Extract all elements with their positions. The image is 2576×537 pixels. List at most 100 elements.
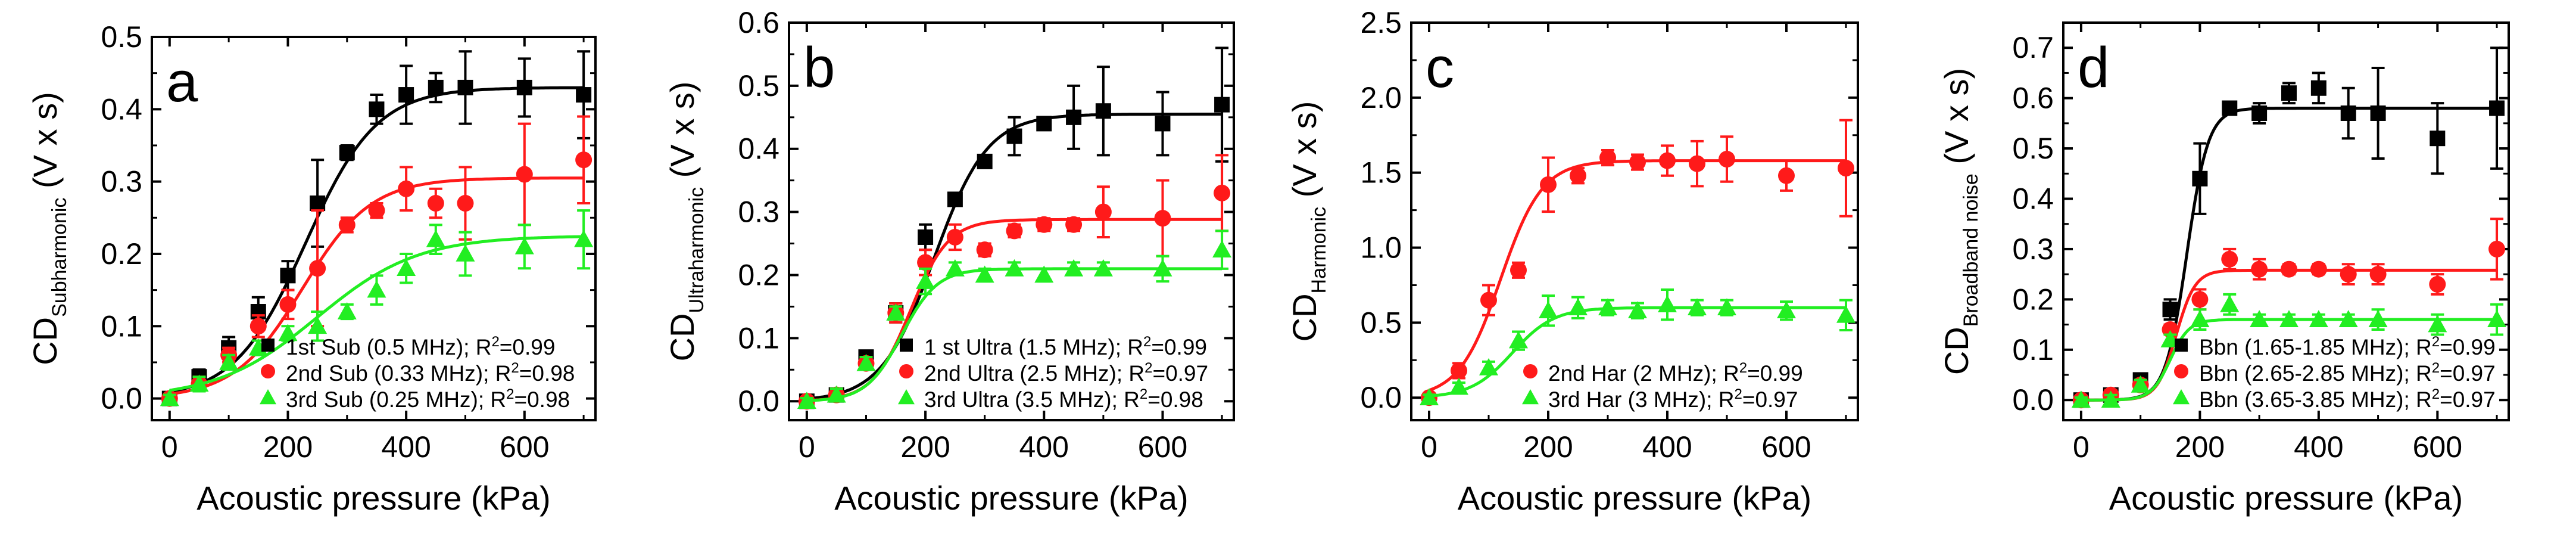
data-point-triangle [189, 374, 209, 392]
y-tick-label: 0.2 [2012, 283, 2054, 316]
data-point-circle [1214, 184, 1231, 201]
data-point-triangle [337, 302, 357, 319]
data-point-square [2251, 105, 2268, 121]
data-point-triangle [1212, 240, 1232, 257]
y-label-unit: (V x s) [26, 92, 64, 197]
legend-r2-value: 0.98 [532, 361, 575, 386]
legend-series-name: 2nd Sub (0.33 MHz) [286, 361, 483, 386]
legend-r2-superscript: 2 [1734, 386, 1742, 402]
y-axis: 0.0 0.1 0.2 0.3 0.4 0.5 [101, 20, 595, 415]
y-tick-label: 0.3 [101, 165, 142, 198]
legend-r2-superscript: 2 [1140, 386, 1147, 402]
data-point-circle [1659, 152, 1676, 169]
data-point-square [280, 268, 296, 284]
y-label-unit: (V x s) [663, 82, 701, 187]
y-axis-label: CDHarmonic (V x s) [1286, 101, 1330, 342]
chart-panel-a: 0 200 400 600 0.0 0.1 0.2 0.3 0.4 0.5 Acoustic pre… [26, 20, 597, 517]
legend-r2-eq: = [500, 335, 513, 359]
data-point-circle [2191, 291, 2209, 308]
data-point-square [947, 191, 963, 207]
legend-entry: 3rd Sub (0.25 MHz); R2=0.98 [286, 386, 570, 412]
data-point-circle [1451, 362, 1467, 379]
data-point-square [977, 153, 993, 169]
y-tick-label: 0.6 [738, 6, 779, 39]
y-tick-label: 0.7 [2012, 31, 2054, 64]
x-axis: 0 200 400 600 [1421, 23, 1847, 464]
y-tick-label: 0.4 [101, 92, 142, 126]
data-point-triangle [1598, 298, 1617, 316]
y-tick-label: 1.5 [1360, 156, 1402, 190]
data-point-triangle [2428, 315, 2447, 333]
y-axis: 0.0 0.1 0.2 0.3 0.4 0.5 0.6 0.7 [2012, 31, 2509, 417]
x-axis: 0 200 400 600 [2073, 23, 2498, 464]
series-3 [797, 229, 1232, 409]
y-label-main: CD [1286, 293, 1323, 342]
chart-panel-d: 0 200 400 600 0.0 0.1 0.2 0.3 0.4 0.5 0.6 0.7 Acoust… [1938, 21, 2510, 517]
data-point-square [428, 79, 444, 95]
y-tick-label: 0.1 [2012, 333, 2054, 367]
y-tick-label: 0.3 [738, 195, 779, 229]
y-label-subscript: Ultraharmonic [685, 187, 708, 313]
legend-r2-value: 0.97 [1755, 387, 1798, 412]
legend-r2-prefix: ; R [2403, 361, 2431, 386]
data-point-circle [1006, 222, 1023, 240]
legend-series-name: 1 st Ultra (1.5 MHz) [924, 335, 1115, 359]
plot-frame [1410, 21, 1859, 421]
legend-r2-value: 0.99 [1760, 361, 1803, 386]
legend-marker [2174, 364, 2188, 378]
data-point-circle [457, 195, 474, 212]
legend-entry: 2nd Sub (0.33 MHz); R2=0.98 [286, 360, 575, 386]
legend-r2-superscript: 2 [2432, 386, 2440, 402]
x-tick-label: 200 [2175, 430, 2225, 464]
legend-entry: 2nd Ultra (2.5 MHz); R2=0.97 [924, 360, 1208, 386]
data-point-circle [1154, 210, 1171, 227]
y-axis-label: CDSubharmonic (V x s) [26, 92, 71, 365]
legend-r2-prefix: ; R [483, 361, 511, 386]
data-point-triangle [2487, 310, 2507, 327]
data-point-square [398, 87, 414, 103]
data-point-triangle [1628, 301, 1647, 319]
data-point-triangle [456, 244, 475, 262]
legend-series-name: 3rd Sub (0.25 MHz) [286, 387, 478, 412]
x-tick-label: 400 [2294, 430, 2343, 464]
y-label-unit: (V x s) [1286, 101, 1323, 207]
legend-marker [2173, 389, 2190, 405]
data-point-triangle [916, 272, 935, 289]
data-point-square [516, 79, 532, 95]
data-point-triangle [2190, 310, 2210, 327]
x-tick-label: 0 [1421, 430, 1437, 464]
y-tick-label: 0.4 [2012, 182, 2054, 216]
y-tick-label: 0.2 [738, 258, 779, 291]
plot-frame [788, 21, 1235, 421]
legend-series-name: 1st Sub (0.5 MHz) [286, 335, 463, 359]
legend-entry: 2nd Har (2 MHz); R2=0.99 [1548, 360, 1803, 386]
y-tick-label: 0.5 [738, 69, 779, 103]
legend-r2-value: 0.97 [2453, 361, 2496, 386]
fit-curve [169, 235, 584, 392]
legend-r2-eq: = [2440, 387, 2453, 412]
data-point-circle [1036, 216, 1053, 233]
y-tick-label: 0.4 [738, 132, 779, 166]
data-point-circle [368, 202, 385, 219]
legend-entry: 3rd Ultra (3.5 MHz); R2=0.98 [924, 386, 1203, 412]
y-tick-label: 0.2 [101, 237, 142, 271]
legend-r2-prefix: ; R [463, 335, 491, 359]
panel-letter: a [166, 50, 198, 114]
data-point-square [2340, 105, 2356, 121]
data-point-circle [1065, 216, 1083, 233]
data-point-square [918, 229, 934, 245]
data-point-triangle [945, 259, 965, 277]
x-tick-label: 400 [1019, 430, 1069, 464]
plot-frame [2062, 21, 2510, 421]
legend-r2-superscript: 2 [1739, 360, 1747, 376]
data-point-triangle [2368, 310, 2388, 327]
data-point-circle [427, 195, 444, 212]
data-point-square [2430, 131, 2446, 147]
legend-marker [260, 389, 276, 405]
y-tick-label: 1.0 [1360, 231, 1402, 265]
data-point-square [1095, 103, 1111, 119]
legend-entry: Bbn (2.65-2.85 MHz); R2=0.97 [2199, 360, 2496, 386]
